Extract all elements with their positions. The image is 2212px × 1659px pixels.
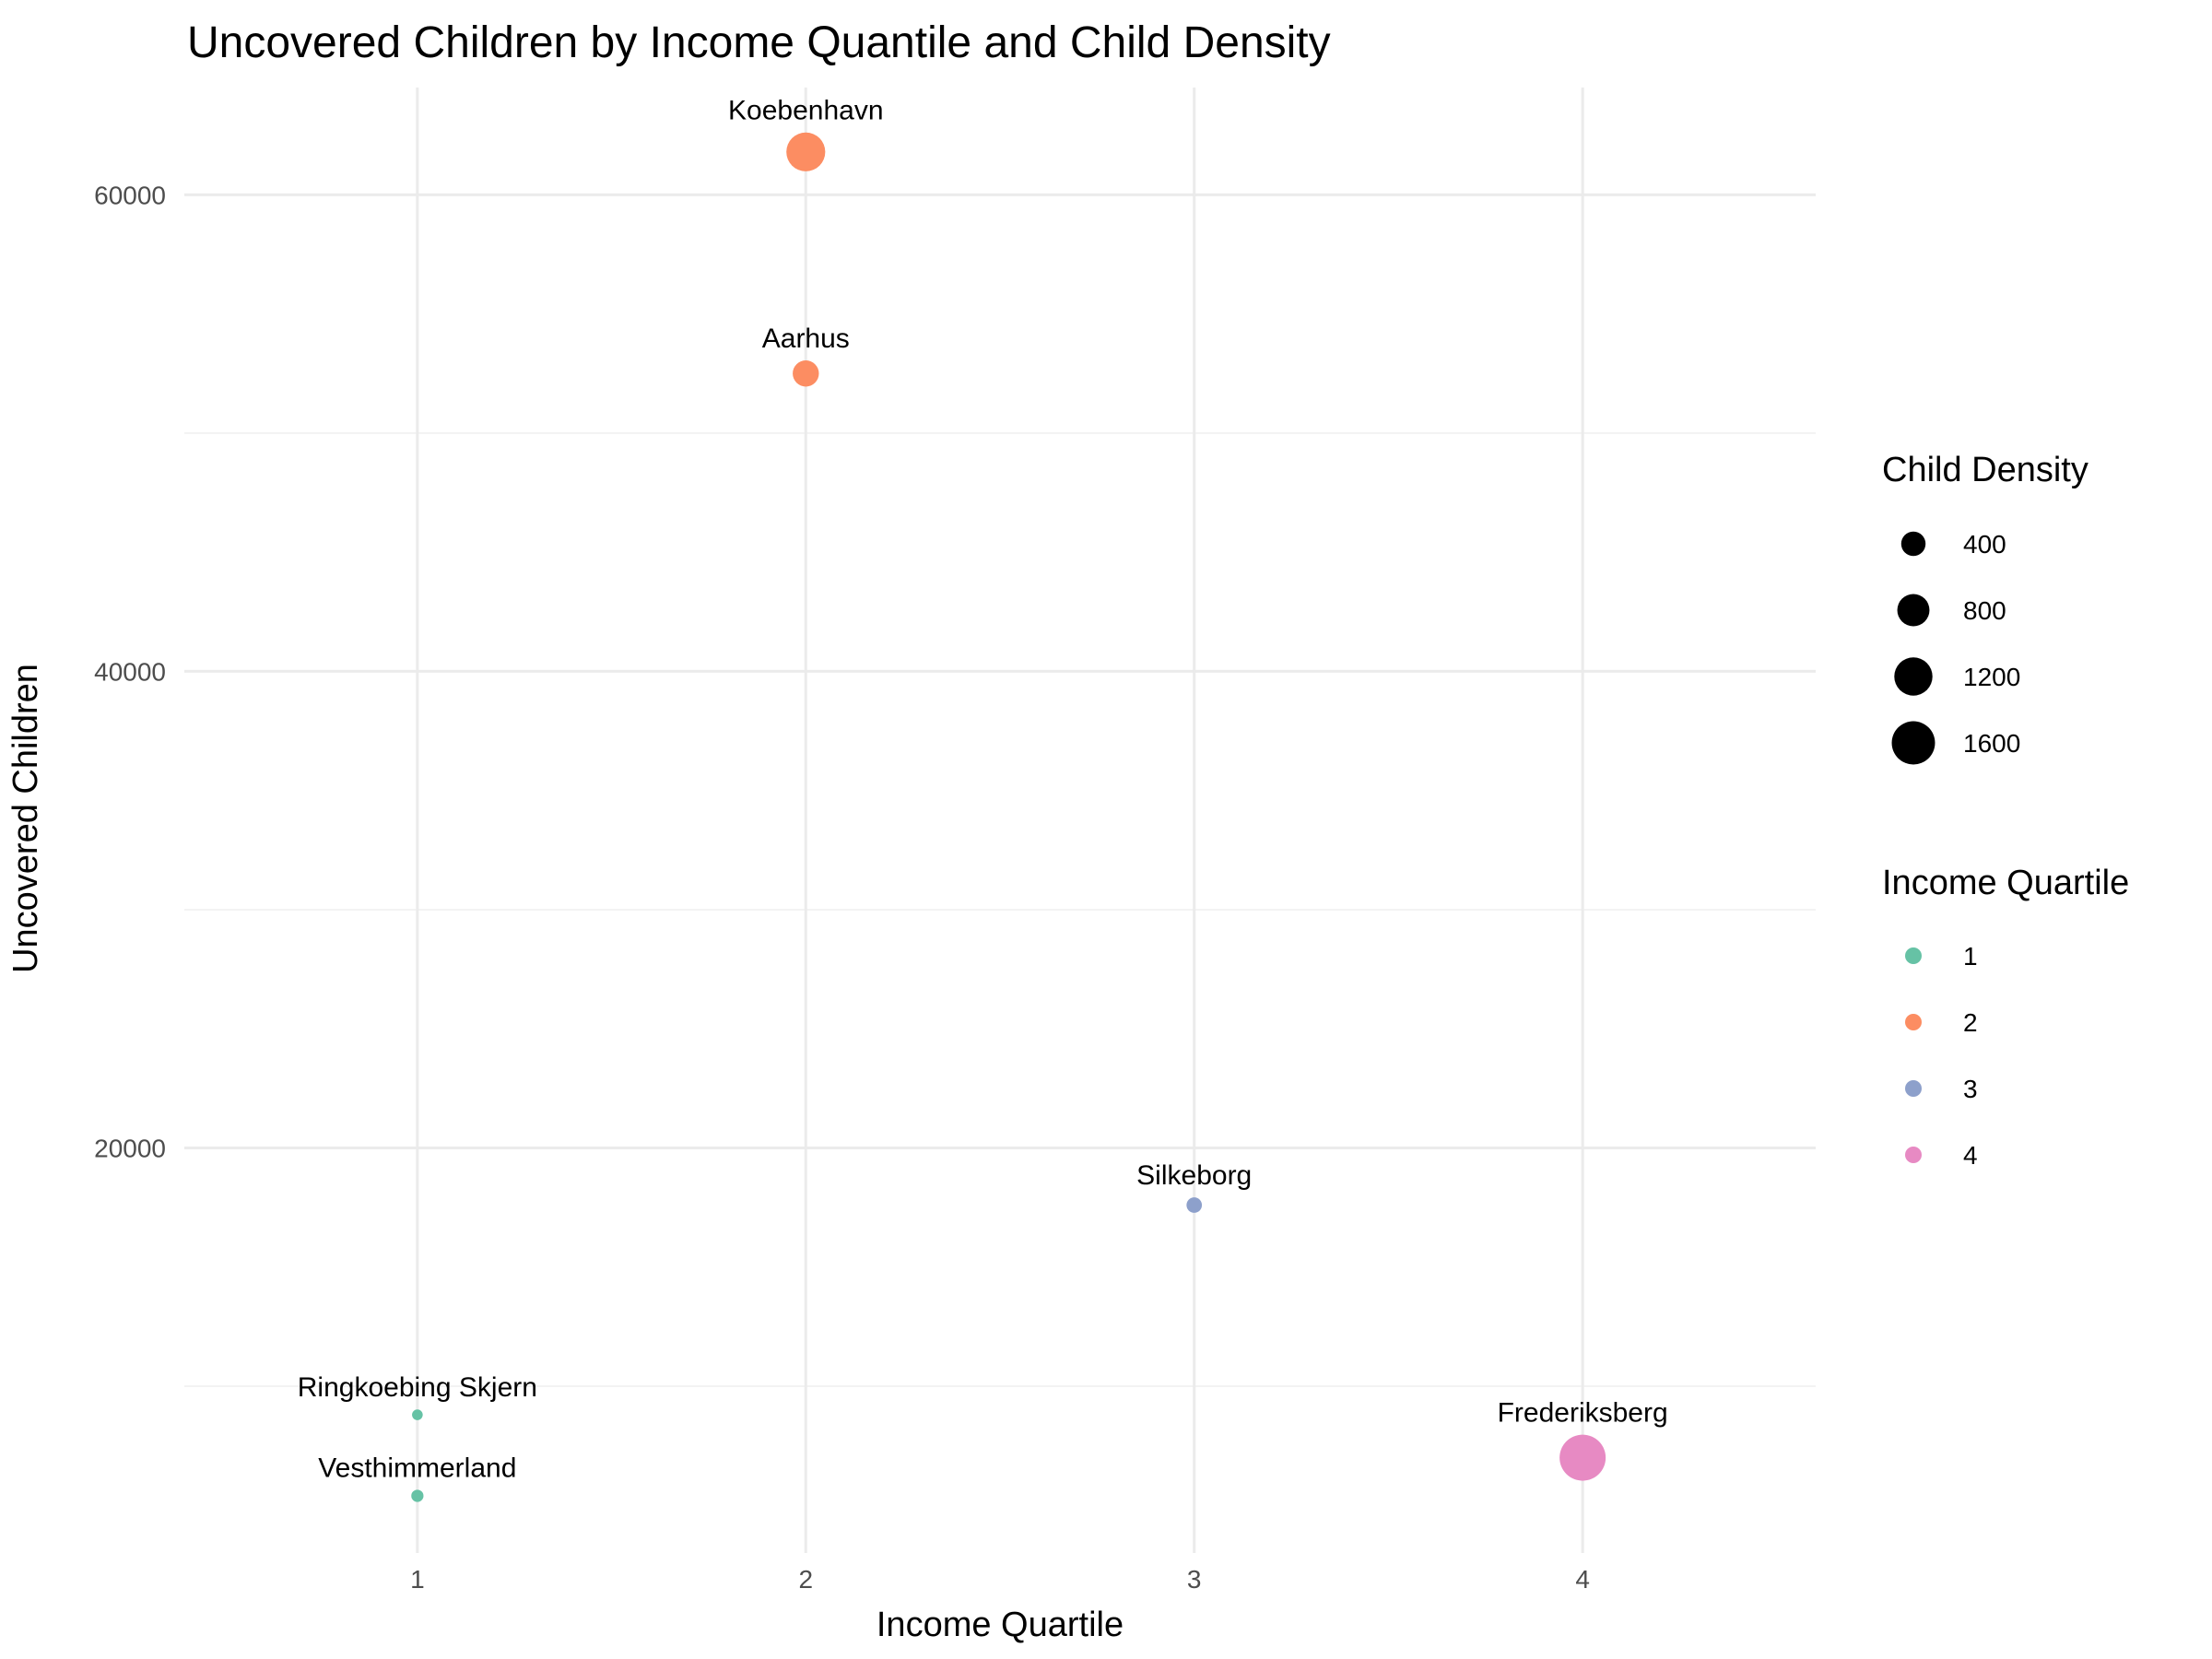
legend-color-label: 1 (1963, 942, 1978, 971)
data-points (411, 132, 1606, 1502)
point-label: Frederiksberg (1498, 1398, 1668, 1429)
y-axis-title: Uncovered Children (6, 664, 45, 973)
point-label: Vesthimmerland (318, 1453, 516, 1483)
legend-color-label: 3 (1963, 1075, 1978, 1103)
legend-color-key (1905, 1080, 1922, 1097)
legend-size-key (1891, 721, 1936, 765)
legend-color-label: 2 (1963, 1008, 1978, 1037)
x-tick-label: 3 (1187, 1565, 1202, 1594)
point-labels: Koebenhavn Aarhus Silkeborg Ringkoebing Skj… (298, 96, 1668, 1484)
legend-color-title: Income Quartile (1882, 864, 2129, 902)
data-point (412, 1409, 423, 1420)
plot-grid (184, 88, 1816, 1553)
data-point (793, 360, 819, 387)
legend-size-key (1897, 594, 1930, 627)
point-label: Koebenhavn (728, 96, 884, 126)
data-point (411, 1489, 424, 1502)
chart-title: Uncovered Children by Income Quantile an… (187, 18, 1331, 67)
point-label: Silkeborg (1136, 1160, 1252, 1191)
y-axis-ticks: 20000 40000 60000 (94, 181, 166, 1162)
point-label: Ringkoebing Skjern (298, 1372, 537, 1403)
legend-size-label: 1600 (1963, 729, 2020, 758)
legend-size-label: 400 (1963, 530, 2006, 559)
legend-color-entries: 1 2 3 4 (1905, 942, 1978, 1170)
data-point (1559, 1434, 1606, 1481)
legend-color-key (1905, 947, 1922, 964)
data-point (1186, 1197, 1203, 1213)
x-tick-label: 2 (798, 1565, 813, 1594)
x-axis-ticks: 1 2 3 4 (410, 1565, 1590, 1594)
y-tick-label: 60000 (94, 181, 166, 209)
y-tick-label: 40000 (94, 657, 166, 686)
point-label: Aarhus (762, 324, 850, 354)
data-point (786, 132, 826, 171)
y-tick-label: 20000 (94, 1134, 166, 1162)
legend-size-label: 800 (1963, 596, 2006, 625)
legend-size-key (1900, 531, 1926, 557)
legend-color-label: 4 (1963, 1141, 1978, 1170)
legend-color-key (1905, 1014, 1922, 1030)
legend-size-key (1894, 657, 1933, 696)
x-tick-label: 1 (410, 1565, 425, 1594)
legend: Child Density 400 800 1200 1600 Income Quar… (1882, 451, 2129, 1170)
x-tick-label: 4 (1575, 1565, 1590, 1594)
legend-size-label: 1200 (1963, 663, 2020, 691)
legend-size-entries: 400 800 1200 1600 (1891, 530, 2020, 765)
x-axis-title: Income Quartile (877, 1606, 1124, 1644)
legend-color-key (1905, 1147, 1922, 1163)
legend-size-title: Child Density (1882, 451, 2088, 489)
